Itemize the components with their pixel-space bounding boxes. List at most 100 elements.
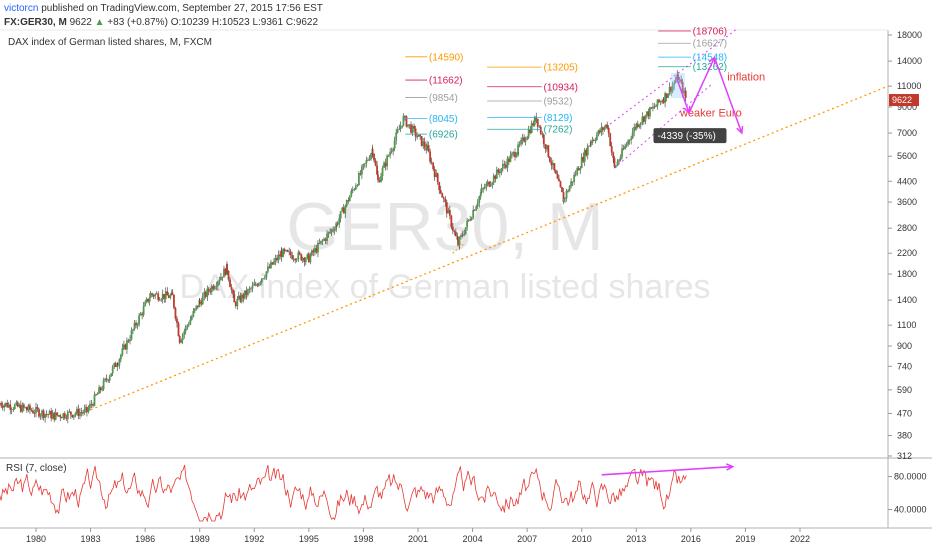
candle-body [92, 404, 94, 406]
candle-body [404, 116, 406, 117]
candle-body [148, 297, 151, 302]
candle-body [533, 116, 536, 126]
candle-body [627, 140, 629, 145]
candle-body [263, 277, 266, 279]
candle-body [171, 292, 174, 295]
last-price-label: 9622 [892, 95, 912, 105]
candle-body [630, 138, 633, 140]
candle-body [82, 412, 84, 414]
candle-body [226, 263, 228, 272]
candle-body [180, 340, 183, 343]
candle-body [253, 283, 256, 285]
candle-body [509, 155, 512, 162]
candle-body [107, 379, 110, 381]
candle-body [247, 289, 249, 295]
candle-body [69, 411, 72, 415]
candle-body [187, 324, 190, 326]
candle-body [86, 406, 88, 412]
candle-body [338, 218, 341, 225]
candle-body [547, 145, 550, 158]
candle-body [18, 404, 21, 407]
fib-level-label: (9854) [429, 93, 458, 104]
candle-body [306, 254, 309, 259]
candle-body [161, 293, 164, 300]
candle-body [176, 318, 178, 323]
candle-body [368, 159, 371, 160]
candle-body [659, 101, 662, 103]
candle-body [83, 408, 86, 413]
candle-body [101, 389, 103, 391]
candle-body [160, 299, 163, 301]
author-link[interactable]: victorcn [4, 3, 39, 14]
fib-level-label: (18706) [693, 27, 727, 38]
candle-body [463, 234, 465, 236]
candle-body [309, 255, 312, 263]
candle-body [383, 162, 385, 168]
candle-body [267, 266, 269, 272]
candle-body [79, 412, 81, 417]
measure-label-box [653, 128, 727, 144]
candle-body [473, 209, 476, 211]
candle-body [6, 402, 9, 408]
candle-body [286, 250, 289, 252]
candle-body [203, 291, 206, 297]
y-tick-label: 11000 [897, 81, 921, 91]
candle-body [454, 231, 457, 237]
candle-body [292, 258, 295, 260]
candle-body [151, 293, 154, 295]
candle-body [206, 288, 209, 297]
candle-body [545, 145, 548, 149]
candle-body [186, 325, 189, 327]
rsi-line [0, 464, 687, 523]
candle-body [530, 123, 533, 133]
candle-body [42, 410, 45, 418]
fib-level-label: (6926) [429, 130, 458, 141]
fib-level-label: (14590) [429, 52, 463, 63]
candle-body [555, 170, 557, 174]
candle-body [237, 295, 240, 299]
candle-body [87, 408, 90, 412]
candle-body [586, 145, 589, 156]
candle-body [670, 86, 673, 92]
candle-body [273, 261, 275, 265]
candle-body [1, 405, 4, 408]
candle-body [121, 348, 124, 355]
candle-body [345, 200, 348, 206]
candle-body [141, 313, 144, 316]
candle-body [427, 145, 430, 152]
candle-body [289, 251, 292, 256]
candle-body [147, 298, 150, 302]
candle-body [644, 114, 647, 122]
candle-body [523, 137, 526, 142]
candle-body [410, 124, 412, 133]
symbol-label[interactable]: FX:GER30, M [4, 17, 67, 28]
candle-body [248, 288, 251, 290]
candle-body [177, 322, 180, 337]
last-price: 9622 [69, 17, 92, 28]
candle-body [68, 411, 71, 413]
candle-body [508, 158, 510, 162]
candle-body [515, 155, 518, 158]
x-tick-label: 2019 [735, 534, 755, 544]
candle-body [30, 409, 33, 411]
candle-body [341, 207, 344, 212]
candle-body [192, 311, 195, 317]
candle-body [56, 412, 59, 416]
candle-body [45, 414, 48, 415]
candle-body [66, 411, 69, 419]
fib-level-label: (7262) [544, 125, 573, 136]
candle-body [104, 378, 107, 381]
candle-body [548, 157, 551, 162]
candle-body [114, 363, 117, 367]
candle-body [295, 259, 298, 261]
candle-body [673, 82, 676, 86]
candle-body [662, 99, 665, 103]
candle-body [470, 218, 473, 221]
candle-body [458, 237, 461, 246]
candle-body [467, 219, 470, 221]
candle-body [90, 404, 93, 405]
candle-body [149, 293, 152, 298]
candle-body [597, 130, 600, 135]
candle-body [402, 116, 405, 126]
